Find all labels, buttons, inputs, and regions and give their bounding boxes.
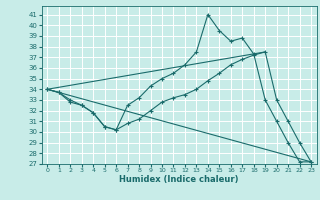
X-axis label: Humidex (Indice chaleur): Humidex (Indice chaleur) xyxy=(119,175,239,184)
